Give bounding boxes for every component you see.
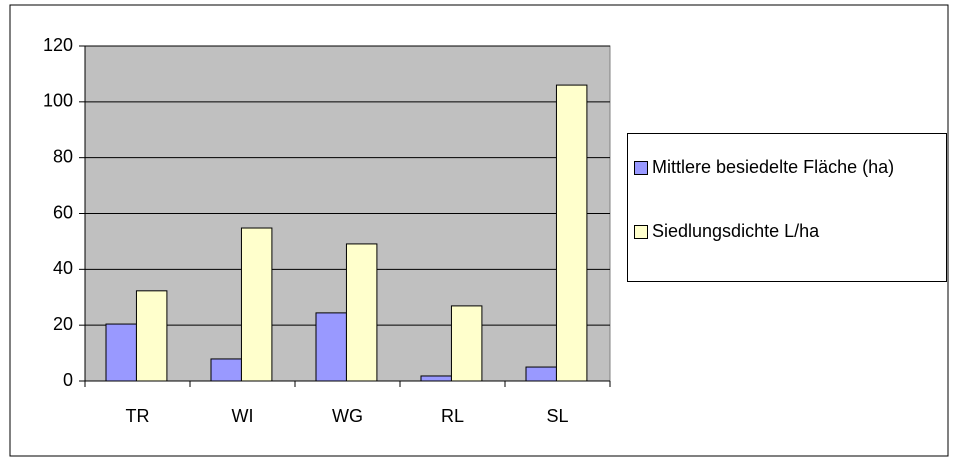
bar xyxy=(135,290,168,382)
x-tick-label: SL xyxy=(546,406,568,426)
bar xyxy=(525,366,557,382)
x-tick-label: TR xyxy=(126,406,150,426)
legend-entry: Mittlere besiedelte Fläche (ha) xyxy=(634,156,902,178)
bar xyxy=(105,323,137,382)
y-tick-label: 20 xyxy=(53,314,73,334)
legend-label: Mittlere besiedelte Fläche (ha) xyxy=(652,157,895,177)
bar xyxy=(420,375,452,382)
x-tick-label: WG xyxy=(332,406,363,426)
bar xyxy=(315,312,347,382)
bar xyxy=(450,305,483,382)
x-tick-label: WI xyxy=(232,406,254,426)
bar xyxy=(210,358,242,382)
y-tick-label: 120 xyxy=(43,35,73,55)
y-tick-label: 0 xyxy=(63,370,73,390)
legend-swatch xyxy=(634,225,648,239)
y-tick-label: 100 xyxy=(43,91,73,111)
legend-swatch xyxy=(634,161,648,175)
x-tick-label: RL xyxy=(441,406,464,426)
y-tick-label: 80 xyxy=(53,146,73,166)
legend-entry: Siedlungsdichte L/ha xyxy=(634,220,942,242)
bar xyxy=(345,243,378,382)
legend: Mittlere besiedelte Fläche (ha) Siedlungs… xyxy=(627,133,947,282)
bar xyxy=(240,227,273,382)
legend-label: Siedlungsdichte L/ha xyxy=(652,221,820,241)
y-tick-label: 60 xyxy=(53,202,73,222)
bar xyxy=(555,84,588,382)
y-tick-label: 40 xyxy=(53,258,73,278)
